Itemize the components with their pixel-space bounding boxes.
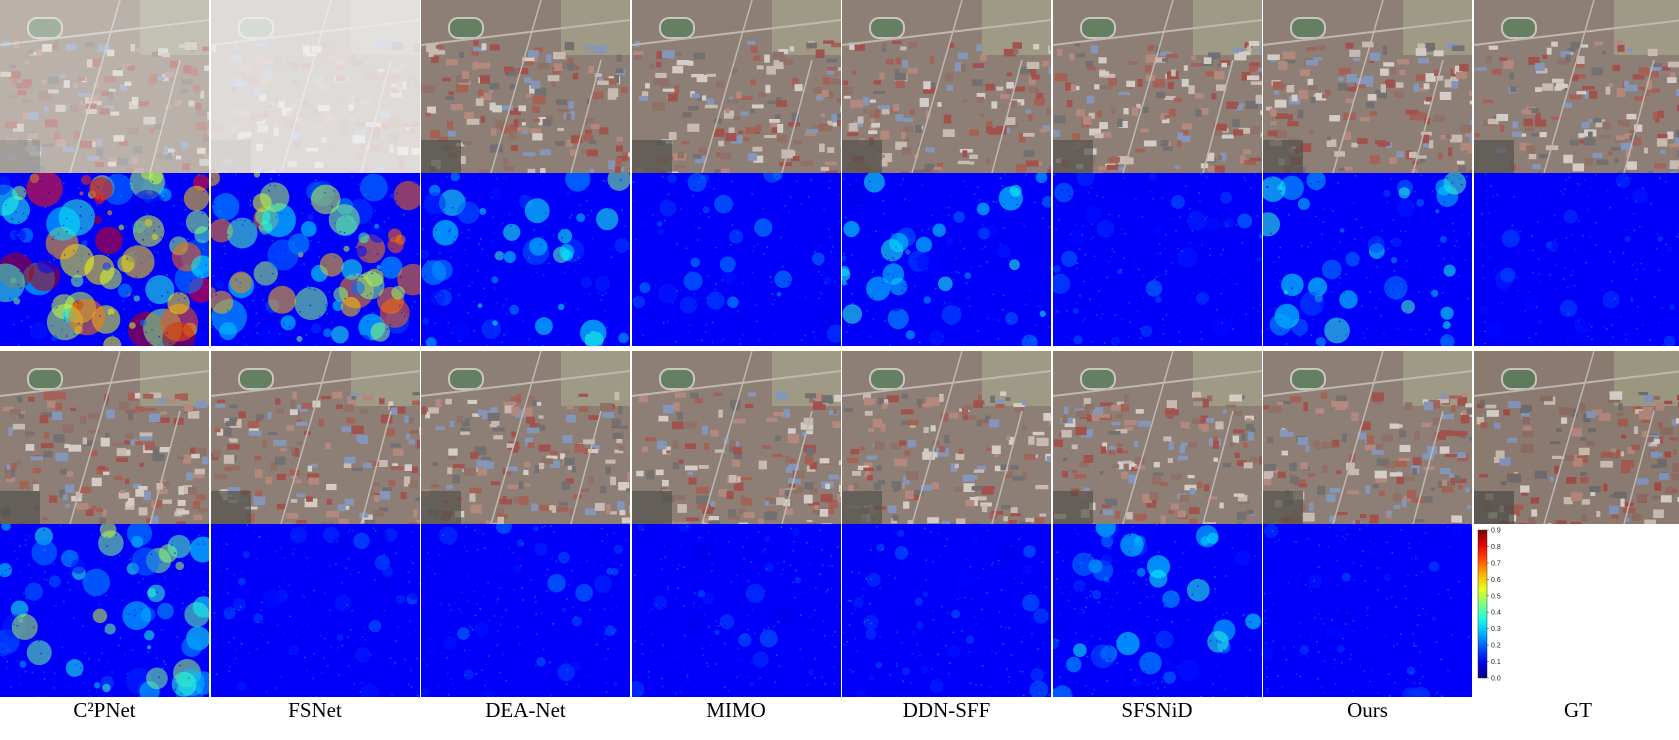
method-panel: FSNet: [210, 351, 420, 723]
dehazed-image: [631, 0, 841, 173]
colorbar-tick-label: 0.9: [1491, 528, 1501, 535]
method-panel: Hazy: [0, 0, 209, 372]
method-panel: DDN-SFF: [842, 351, 1051, 723]
dehazed-image: [1052, 351, 1262, 524]
dehazed-image: [421, 0, 630, 173]
error-map: [421, 524, 630, 697]
error-map: [842, 173, 1051, 346]
method-label: C²PNet: [73, 698, 136, 722]
method-panel: DCP: [210, 0, 420, 372]
method-panel: DEA-Net: [421, 351, 630, 723]
error-map: [1473, 173, 1679, 346]
error-map: [210, 524, 420, 697]
error-map: [1263, 524, 1472, 697]
dehazed-image: [0, 351, 209, 524]
method-panel: FSDGN: [1052, 0, 1262, 372]
dehazed-image: [1263, 0, 1472, 173]
method-panel: 0.9 0.8 0.7 0.6 0.5 0.4 0.3 0.2 0.1 0.0 GT: [1473, 351, 1679, 723]
colorbar-tick-label: 0.5: [1491, 593, 1501, 600]
dehazed-image: [842, 351, 1051, 524]
method-label: Ours: [1347, 698, 1388, 722]
method-label: DEA-Net: [485, 698, 566, 722]
error-map: [0, 524, 209, 697]
colorbar-tick-label: 0.6: [1491, 577, 1501, 584]
error-map: [631, 524, 841, 697]
dehazed-image: [842, 0, 1051, 173]
method-panel: Trinity-Net: [1263, 0, 1472, 372]
method-panel: FFA: [421, 0, 630, 372]
dehazed-image: [1052, 0, 1262, 173]
method-panel: Ours: [1263, 351, 1472, 723]
colorbar-tick-label: 0.1: [1491, 659, 1501, 666]
method-panel: SFSNiD: [1052, 351, 1262, 723]
method-label: MIMO: [706, 698, 766, 722]
method-panel: C²PNet: [0, 351, 209, 723]
error-colorbar: 0.9 0.8 0.7 0.6 0.5 0.4 0.3 0.2 0.1 0.0: [1477, 528, 1501, 683]
colorbar-tick-label: 0.3: [1491, 626, 1501, 633]
dehazed-image: [210, 0, 420, 173]
dehazed-image: [210, 351, 420, 524]
error-map: [1052, 173, 1262, 346]
method-panel: Restormer: [842, 0, 1051, 372]
method-panel: PSMB-Net: [1473, 0, 1679, 372]
colorbar-gradient: [1477, 529, 1487, 679]
method-label: DDN-SFF: [902, 698, 991, 722]
colorbar-tick-label: 0.4: [1491, 610, 1501, 617]
dehazed-image: [1473, 351, 1679, 524]
error-map: [631, 173, 841, 346]
dehazed-image: [631, 351, 841, 524]
dehazed-image: [0, 0, 209, 173]
colorbar-tick-label: 0.2: [1491, 643, 1501, 650]
dehazed-image: [421, 351, 630, 524]
method-panel: MIMO: [631, 351, 841, 723]
colorbar-tick-label: 0.0: [1491, 676, 1501, 683]
colorbar-tick-label: 0.7: [1491, 560, 1501, 567]
error-map: [0, 173, 209, 346]
method-label: GT: [1564, 698, 1592, 722]
error-map: [1052, 524, 1262, 697]
error-map: [421, 173, 630, 346]
error-map: [210, 173, 420, 346]
method-label: SFSNiD: [1121, 698, 1193, 722]
method-label: FSNet: [288, 698, 342, 722]
dehazed-image: [1473, 0, 1679, 173]
error-map: [842, 524, 1051, 697]
method-panel: DCI-Net: [631, 0, 841, 372]
colorbar-tick-label: 0.8: [1491, 544, 1501, 551]
error-map: [1263, 173, 1472, 346]
dehazed-image: [1263, 351, 1472, 524]
